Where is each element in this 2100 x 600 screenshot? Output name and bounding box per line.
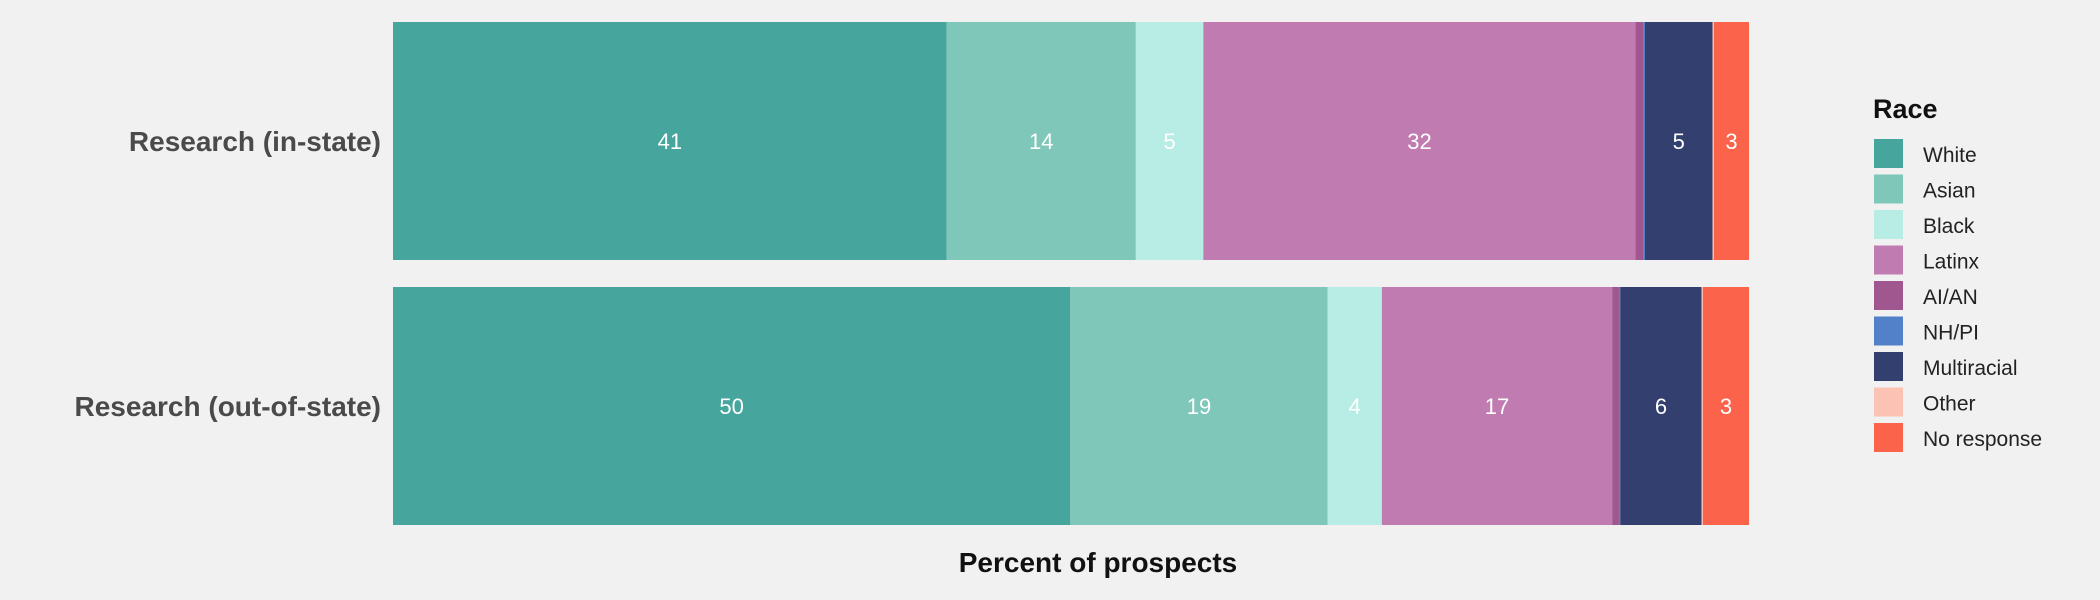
- bar-value-label: 3: [1725, 129, 1737, 154]
- category-label: Research (in-state): [129, 126, 381, 157]
- bar-segment: [1702, 287, 1749, 525]
- legend-label: White: [1923, 144, 1977, 167]
- bar-segment: [1070, 287, 1328, 525]
- legend-swatch: [1874, 245, 1903, 275]
- legend-label: Other: [1923, 393, 1976, 416]
- bar-segment: [393, 22, 947, 260]
- legend-swatch: [1874, 316, 1903, 346]
- category-labels: Research (in-state) Research (out-of-stat…: [75, 126, 381, 422]
- bar-segment: [393, 287, 1071, 525]
- bar-segment: [1620, 287, 1702, 525]
- legend-swatch: [1874, 139, 1903, 168]
- bar-segment: [1712, 22, 1714, 260]
- x-axis-title: Percent of prospects: [959, 547, 1238, 578]
- bar-value-label: 3: [1720, 394, 1732, 419]
- bar-segment: [1381, 287, 1613, 525]
- bar-segment: [1618, 287, 1621, 525]
- bar-segment: [1643, 22, 1646, 260]
- bar-value-label: 17: [1485, 394, 1509, 419]
- legend: Race White Asian Black Latinx AI/AN NH/PI Mult…: [1873, 94, 2042, 452]
- legend-swatch: [1874, 281, 1903, 310]
- bar-segment: [1135, 22, 1204, 260]
- bar-segment: [1635, 22, 1644, 260]
- bar-segment: [1701, 287, 1703, 525]
- bar-segment: [1203, 22, 1636, 260]
- legend-label: NH/PI: [1923, 322, 1979, 345]
- legend-label: No response: [1923, 428, 2042, 451]
- legend-swatch: [1874, 210, 1903, 239]
- legend-label: Latinx: [1923, 251, 1980, 274]
- bars-group: 41 14 5 32 5 3 50 19 4 17 6 3: [393, 22, 1749, 525]
- bar-value-label: 4: [1349, 394, 1361, 419]
- category-label: Research (out-of-state): [75, 391, 381, 422]
- bar-value-label: 5: [1673, 129, 1685, 154]
- bar-segment: [1327, 287, 1382, 525]
- bar-value-label: 6: [1655, 394, 1667, 419]
- legend-label: Asian: [1923, 180, 1976, 203]
- legend-swatch: [1874, 387, 1903, 417]
- bar-value-label: 41: [658, 129, 682, 154]
- legend-title: Race: [1873, 94, 1938, 124]
- legend-swatch: [1874, 174, 1903, 204]
- bar-segment: [1713, 22, 1749, 260]
- legend-items: White Asian Black Latinx AI/AN NH/PI Multiraci…: [1874, 139, 2042, 452]
- bar-value-label: 50: [719, 394, 743, 419]
- bar-value-label: 5: [1163, 129, 1175, 154]
- legend-swatch: [1874, 352, 1903, 381]
- bar-segment: [1645, 22, 1713, 260]
- legend-swatch: [1874, 423, 1903, 452]
- bar-segment: [946, 22, 1136, 260]
- bar-segment: [1612, 287, 1619, 525]
- bar-value-label: 19: [1187, 394, 1211, 419]
- bar-value-label: 32: [1407, 129, 1431, 154]
- legend-label: AI/AN: [1923, 286, 1978, 309]
- legend-label: Multiracial: [1923, 357, 2018, 380]
- legend-label: Black: [1923, 215, 1975, 238]
- bar-value-label: 14: [1029, 129, 1053, 154]
